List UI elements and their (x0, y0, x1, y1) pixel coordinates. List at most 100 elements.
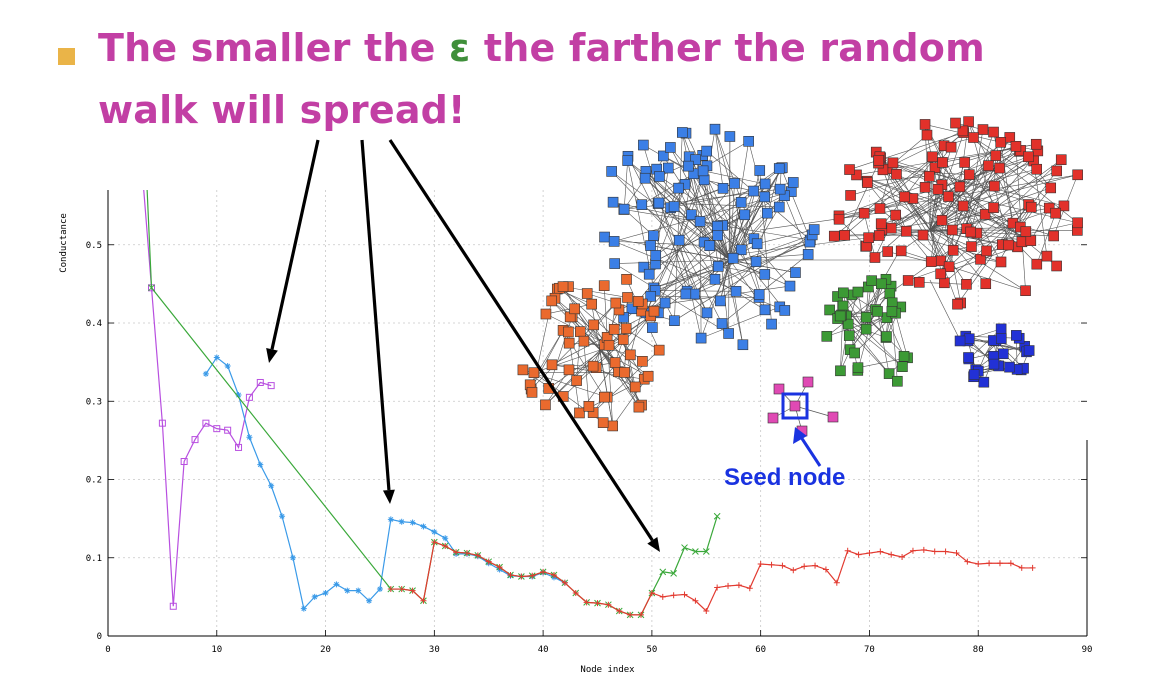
data-point (757, 561, 764, 568)
graph-node (899, 191, 910, 203)
graph-edge (871, 280, 890, 374)
data-point (920, 546, 927, 553)
graph-node (913, 277, 925, 288)
data-point (518, 573, 525, 580)
graph-node (712, 230, 723, 241)
graph-node (1072, 217, 1083, 229)
graph-node (636, 199, 648, 210)
graph-node (698, 174, 710, 186)
graph-edge (729, 259, 796, 273)
graph-edge (969, 328, 1002, 340)
graph-node (843, 330, 855, 341)
graph-node (981, 245, 992, 257)
graph-node (963, 333, 975, 345)
data-point (812, 562, 819, 569)
data-point (1018, 564, 1025, 571)
graph-edge (614, 259, 731, 264)
graph-node (748, 185, 759, 197)
graph-node (1010, 141, 1022, 152)
graph-node (683, 160, 694, 172)
graph-node (723, 328, 734, 339)
data-point (713, 512, 721, 520)
graph-node (947, 245, 959, 256)
graph-node (673, 234, 685, 246)
graph-node (887, 157, 899, 169)
graph-node (712, 220, 723, 232)
data-point (398, 518, 405, 525)
data-point (387, 586, 394, 593)
graph-edge (599, 349, 613, 426)
graph-edge (924, 124, 1002, 263)
annotation-arrow-1 (270, 139, 320, 350)
graph-edge (891, 160, 1034, 229)
graph-node (787, 177, 799, 188)
data-point (322, 589, 329, 596)
graph-node (658, 150, 669, 162)
bullet-icon (58, 48, 75, 65)
graph-node (563, 364, 575, 376)
data-point (213, 425, 221, 433)
graph-node (872, 306, 883, 317)
graph-node (620, 323, 632, 334)
graph-edge (688, 165, 742, 250)
graph-node (943, 261, 955, 273)
graph-node (648, 230, 659, 241)
graph-node (528, 367, 540, 378)
graph-node (717, 183, 729, 194)
graph-edge (685, 133, 742, 250)
graph-node (761, 207, 773, 219)
data-point (1007, 560, 1014, 567)
x-tick-label: 0 (105, 645, 110, 655)
graph-node (754, 165, 766, 176)
data-point (692, 548, 699, 555)
data-point (431, 528, 438, 535)
graph-node (546, 295, 557, 307)
data-point (572, 589, 579, 596)
graph-node (979, 209, 991, 220)
data-point (355, 587, 362, 594)
data-point (463, 550, 470, 557)
graph-node (994, 162, 1005, 174)
y-tick-label: 0 (97, 632, 102, 642)
graph-node (622, 292, 633, 303)
graph-node (924, 171, 935, 182)
graph-node (1048, 230, 1059, 242)
graph-edge (649, 269, 701, 311)
graph-edge (729, 254, 809, 261)
graph-node (983, 160, 994, 171)
graph-node (759, 269, 771, 280)
graph-node (963, 116, 974, 127)
graph-node (751, 238, 763, 250)
graph-node (936, 215, 948, 226)
data-point (409, 519, 416, 526)
graph-node (642, 370, 654, 382)
data-point (931, 548, 938, 555)
title-line-2: walk will spread! (98, 88, 466, 132)
seed-arrow-head (793, 427, 807, 444)
graph-node (863, 232, 874, 244)
graph-node (1023, 345, 1035, 356)
graph-node (774, 183, 786, 195)
data-point (442, 535, 449, 542)
data-point (387, 516, 394, 523)
graph-node (1041, 250, 1053, 262)
graph-node (891, 168, 902, 180)
graph-node (695, 332, 707, 344)
graph-node (939, 277, 950, 289)
graph-node (737, 339, 749, 351)
graph-node (1023, 151, 1034, 163)
graph-node (968, 369, 980, 380)
graph-node (701, 145, 713, 157)
graph-node (1031, 258, 1043, 270)
data-point (670, 592, 677, 599)
graph-node (952, 298, 963, 310)
data-point (169, 602, 177, 610)
seed-node-label: Seed node (724, 464, 846, 491)
x-tick-label: 50 (646, 645, 657, 655)
graph-node (784, 280, 796, 292)
graph-node (895, 245, 907, 257)
data-point (202, 370, 209, 377)
graph-node (873, 155, 885, 166)
graph-edge (545, 303, 592, 315)
